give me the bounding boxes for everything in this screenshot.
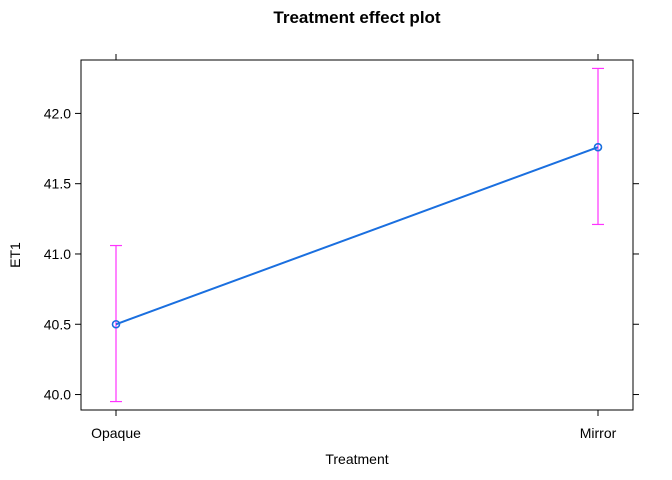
plot-frame	[80, 59, 634, 411]
error-bar	[592, 67, 604, 226]
axes: 40.0 40.5 41.0 41.5 42.0 Opaque Mirror	[44, 54, 639, 441]
y-tick-label: 41.5	[44, 176, 71, 192]
x-axis-label: Treatment	[325, 451, 388, 467]
y-tick-label: 42.0	[44, 105, 71, 121]
x-tick-label: Mirror	[580, 425, 617, 441]
y-tick-label: 41.0	[44, 246, 71, 262]
data-point	[593, 142, 603, 152]
data-point	[111, 319, 121, 329]
x-tick-label: Opaque	[91, 425, 141, 441]
chart-marks	[110, 67, 604, 403]
chart-title: Treatment effect plot	[273, 8, 441, 27]
y-tick-label: 40.0	[44, 387, 71, 403]
y-tick-label: 40.5	[44, 316, 71, 332]
effect-line	[115, 146, 599, 326]
y-axis-label: ET1	[7, 242, 23, 268]
